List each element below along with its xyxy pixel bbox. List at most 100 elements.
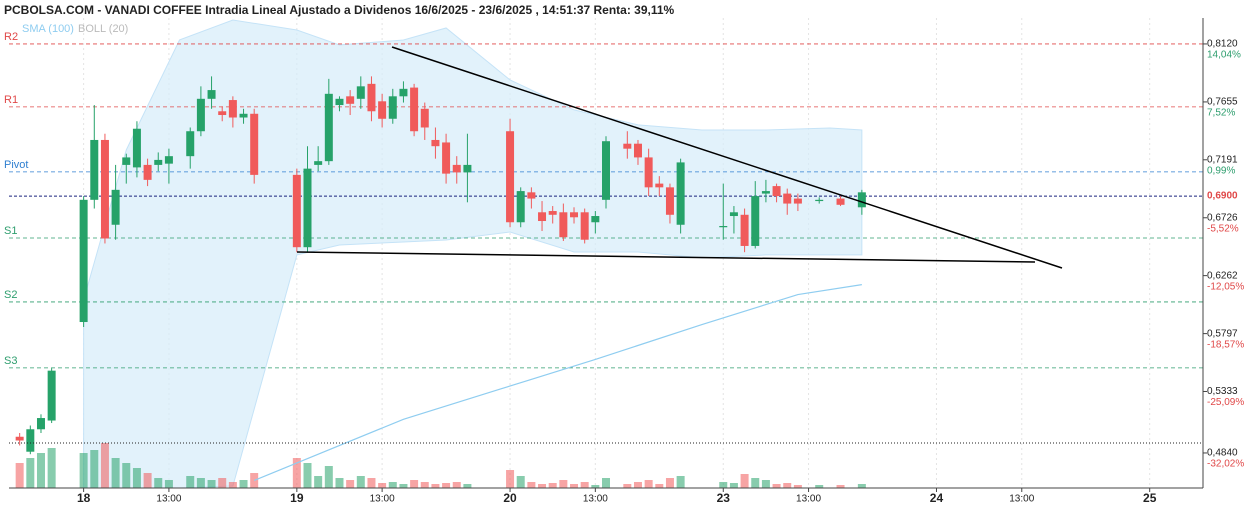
volume-bar — [250, 473, 259, 488]
candle-body — [388, 96, 397, 119]
candle-body — [420, 108, 429, 128]
volume-bar — [857, 484, 866, 488]
candle-body — [250, 113, 259, 175]
candle-body — [463, 164, 472, 173]
volume-bar — [655, 484, 664, 488]
level-label: S1 — [4, 225, 17, 237]
candle-body — [548, 211, 557, 215]
y-change-label: -18,57% — [1207, 339, 1244, 350]
volume-bar — [580, 482, 589, 488]
volume-bar — [527, 482, 536, 488]
volume-bar — [79, 453, 88, 488]
volume-bar — [538, 484, 547, 488]
chart-title: PCBOLSA.COM - VANADI COFFEE Intradia Lin… — [4, 3, 675, 17]
y-tick-label: 0,7655 — [1207, 97, 1238, 108]
volume-bar — [623, 484, 632, 488]
last-price-box — [1205, 189, 1253, 204]
legend-boll: BOLL (20) — [78, 23, 128, 35]
volume-bar — [591, 485, 600, 488]
x-tick-label: 13:00 — [1009, 494, 1034, 505]
candle-body — [303, 168, 312, 248]
volume-bar — [836, 485, 845, 488]
level-label: S3 — [4, 355, 17, 367]
y-tick-label: 0,7191 — [1207, 154, 1238, 165]
volume-bar — [378, 483, 387, 488]
candle-body — [196, 98, 205, 132]
candle-body — [367, 83, 376, 112]
volume-bar — [399, 484, 408, 488]
candle-body — [122, 157, 131, 165]
volume-bar — [36, 453, 45, 488]
candle-body — [719, 226, 728, 228]
candle-body — [431, 139, 440, 147]
volume-bar — [559, 480, 568, 488]
candle-body — [772, 186, 781, 197]
candle-body — [111, 189, 120, 225]
volume-bar — [186, 476, 195, 488]
candle-body — [452, 164, 461, 173]
y-tick-label: 0,6726 — [1207, 212, 1238, 223]
candle-body — [559, 212, 568, 238]
volume-bar — [324, 466, 333, 488]
candle-body — [36, 418, 45, 430]
volume-bar — [665, 478, 674, 488]
y-change-label: 14,04% — [1207, 50, 1241, 61]
y-change-label: -5,52% — [1207, 223, 1239, 234]
level-label: Pivot — [4, 159, 28, 171]
candle-body — [815, 199, 824, 202]
volume-bar — [367, 478, 376, 488]
candle-body — [761, 191, 770, 194]
level-label: R2 — [4, 31, 18, 43]
volume-bar — [143, 473, 152, 488]
candle-body — [836, 198, 845, 205]
candle-body — [655, 183, 664, 188]
candle-body — [356, 86, 365, 99]
volume-bar — [815, 485, 824, 488]
volume-bar — [442, 483, 451, 488]
volume-bar — [761, 480, 770, 488]
candle-body — [335, 98, 344, 106]
volume-bar — [239, 480, 248, 488]
marks-layer — [15, 76, 866, 481]
volume-bar — [410, 480, 419, 488]
volume-bar — [506, 470, 515, 488]
y-tick-label: 0,5797 — [1207, 328, 1238, 339]
candle-body — [292, 174, 301, 248]
y-tick-label: 0,5333 — [1207, 386, 1238, 397]
volume-bar — [122, 463, 131, 488]
volume-bar — [335, 478, 344, 488]
labels-layer: 18 13:00 19 13:00 20 13:00 23 13:00 24 13:00 25 0,8… — [4, 31, 1253, 505]
candle-body — [665, 187, 674, 215]
volume-bar — [388, 482, 397, 488]
x-tick-label: 13:00 — [796, 494, 821, 505]
volume-bar — [196, 478, 205, 488]
volume-bar — [164, 480, 173, 488]
x-tick-label: 23 — [717, 491, 731, 505]
y-change-label: -25,09% — [1207, 397, 1244, 408]
candle-body — [90, 139, 99, 200]
candle-body — [783, 193, 792, 204]
volume-bar — [420, 482, 429, 488]
x-tick-label: 25 — [1143, 491, 1157, 505]
volume-bar — [314, 476, 323, 488]
candle-body — [857, 192, 866, 208]
volume-bar — [633, 482, 642, 488]
candle-body — [591, 216, 600, 223]
trend-line-upper — [391, 46, 1063, 269]
candle-body — [516, 191, 525, 223]
x-tick-label: 20 — [503, 491, 517, 505]
candle-body — [100, 139, 109, 239]
volume-bar — [90, 450, 99, 488]
volume-bar — [132, 468, 141, 488]
candle-body — [633, 143, 642, 158]
candle-body — [793, 198, 802, 204]
bollinger-band — [83, 19, 863, 489]
volume-bar — [729, 483, 738, 488]
volume-bar — [154, 478, 163, 488]
candle-body — [207, 90, 216, 99]
y-change-label: 7,52% — [1207, 108, 1235, 119]
y-change-label: -32,02% — [1207, 459, 1244, 470]
y-change-label: -12,05% — [1207, 281, 1244, 292]
volume-bar — [463, 484, 472, 488]
volume-bar — [431, 484, 440, 488]
